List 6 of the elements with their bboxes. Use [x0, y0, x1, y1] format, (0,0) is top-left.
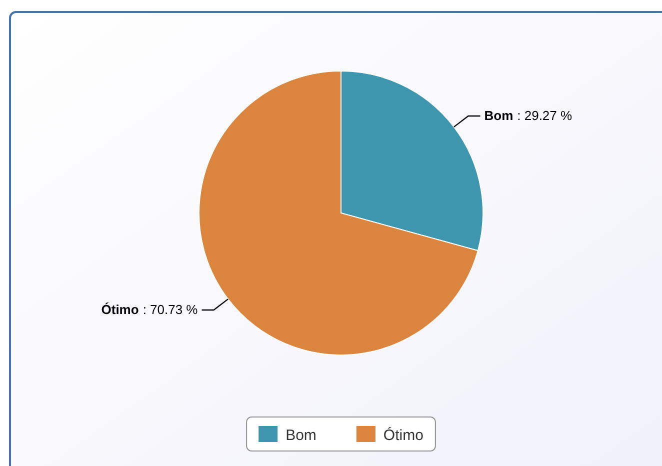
legend-label: Bom [286, 427, 316, 444]
data-label: : 70.73 % [142, 302, 198, 317]
slice-label: Bom [484, 108, 514, 124]
slice-label: Ótimo [383, 426, 424, 444]
slice-label: Ótimo [101, 302, 139, 317]
data-label: : 29.27 % [517, 108, 573, 124]
